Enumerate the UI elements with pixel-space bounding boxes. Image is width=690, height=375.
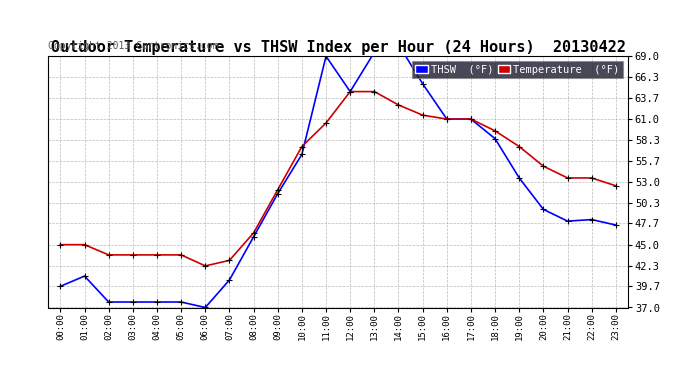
- Legend: THSW  (°F), Temperature  (°F): THSW (°F), Temperature (°F): [412, 62, 622, 78]
- Text: Copyright 2013 Cartronics.com: Copyright 2013 Cartronics.com: [48, 41, 219, 51]
- Title: Outdoor Temperature vs THSW Index per Hour (24 Hours)  20130422: Outdoor Temperature vs THSW Index per Ho…: [50, 40, 626, 55]
